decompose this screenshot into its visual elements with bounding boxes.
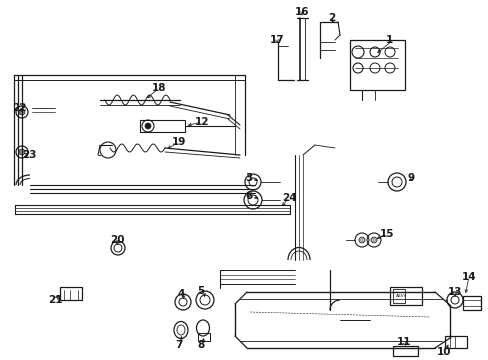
Text: 18: 18: [152, 83, 166, 93]
Text: 6: 6: [244, 191, 252, 201]
Circle shape: [19, 109, 25, 115]
Text: 12: 12: [195, 117, 209, 127]
Text: 16: 16: [294, 7, 309, 17]
Text: ASSY: ASSY: [395, 294, 406, 298]
Circle shape: [370, 237, 376, 243]
Text: 3: 3: [244, 173, 252, 183]
Text: 15: 15: [379, 229, 394, 239]
Text: 21: 21: [48, 295, 62, 305]
Text: 17: 17: [269, 35, 284, 45]
Text: 4: 4: [177, 289, 184, 299]
Text: 8: 8: [197, 340, 204, 350]
Text: 14: 14: [461, 272, 476, 282]
Circle shape: [145, 123, 151, 129]
Circle shape: [358, 237, 364, 243]
Text: 11: 11: [396, 337, 411, 347]
Text: 13: 13: [447, 287, 462, 297]
Text: 5: 5: [197, 286, 204, 296]
Text: 1: 1: [385, 35, 392, 45]
Bar: [140, 120, 184, 132]
Bar: [349, 40, 404, 90]
Text: 23: 23: [22, 150, 37, 160]
Bar: [462, 296, 480, 310]
Text: 10: 10: [436, 347, 450, 357]
Text: 2: 2: [327, 13, 335, 23]
Bar: [60, 287, 82, 300]
Text: 19: 19: [172, 137, 186, 147]
Bar: [198, 333, 209, 341]
Text: 22: 22: [12, 103, 26, 113]
Circle shape: [19, 149, 25, 155]
Text: 9: 9: [407, 173, 414, 183]
Text: 7: 7: [175, 340, 182, 350]
Text: 20: 20: [110, 235, 124, 245]
Bar: [389, 287, 421, 305]
Text: 24: 24: [282, 193, 296, 203]
Bar: [444, 336, 466, 348]
Bar: [392, 346, 417, 356]
Bar: [392, 289, 404, 303]
